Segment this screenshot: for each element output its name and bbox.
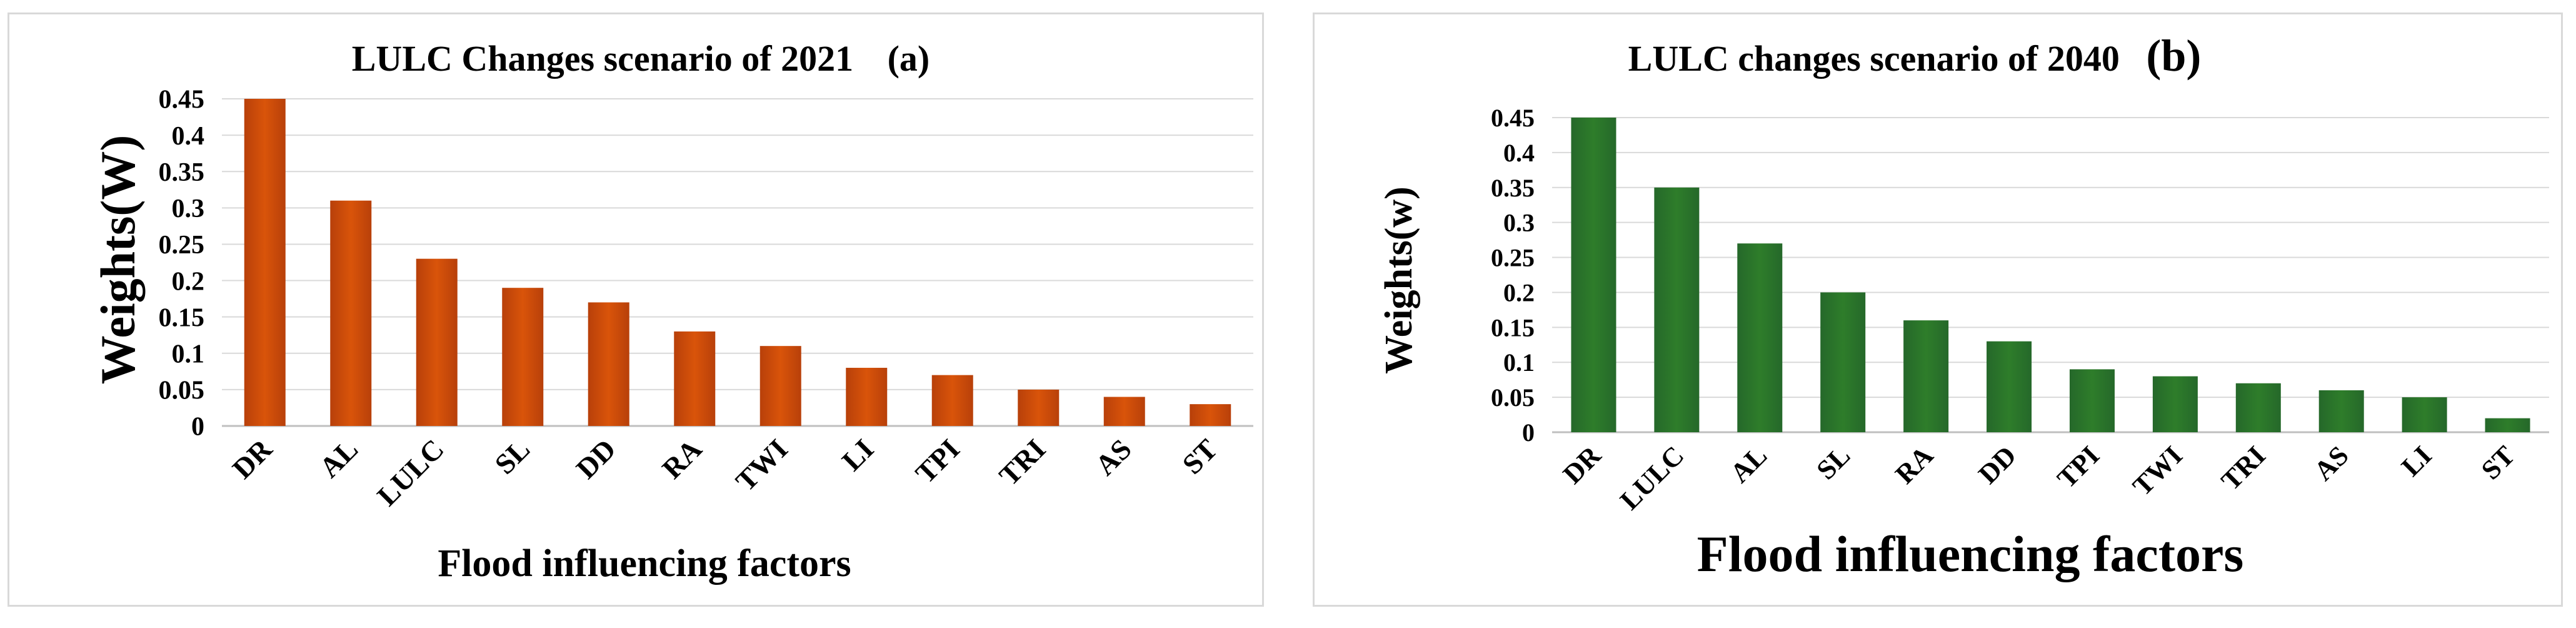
chart-a-bar-as xyxy=(1103,397,1145,426)
chart-b-x-tick-label: DR xyxy=(1557,440,1607,490)
chart-b-x-tick-label: ST xyxy=(2475,440,2521,485)
chart-a-bar-tpi xyxy=(931,375,973,426)
chart-a-y-tick-label: 0.3 xyxy=(172,195,205,223)
chart-a-ylabel: Weights(W) xyxy=(91,135,145,385)
chart-a-x-tick-label: ST xyxy=(1176,433,1223,480)
chart-panel-a: LULC Changes scenario of 2021 (a) Weight… xyxy=(8,13,1264,607)
chart-b-bar-st xyxy=(2485,418,2530,432)
chart-b-bar-al xyxy=(1737,243,1783,432)
chart-b-bar-dd xyxy=(1987,341,2032,432)
chart-a-title: LULC Changes scenario of 2021 xyxy=(352,38,853,79)
chart-b-svg: LULC changes scenario of 2040 (b) Weight… xyxy=(1378,31,2549,582)
chart-b-bar-as xyxy=(2318,390,2364,432)
chart-b-bar-li xyxy=(2402,397,2447,432)
chart-a-bar-dr xyxy=(244,99,286,426)
chart-a-x-tick-label: RA xyxy=(656,433,708,485)
chart-a-bar-ra xyxy=(674,331,716,426)
chart-a-x-tick-label: LI xyxy=(836,433,880,477)
chart-b-x-tick-label: LULC xyxy=(1614,440,1690,515)
chart-a-svg: LULC Changes scenario of 2021 (a) Weight… xyxy=(91,38,1253,585)
chart-b-bar-twi xyxy=(2152,376,2198,432)
svg-text:LULC changes scenario of 2040: LULC changes scenario of 2040 (b) xyxy=(1628,31,2202,81)
chart-a-y-tick-label: 0 xyxy=(191,413,204,442)
chart-a-y-tick-label: 0.1 xyxy=(172,340,205,368)
chart-a-x-tick-label: DR xyxy=(226,432,279,485)
chart-b-title: LULC changes scenario of 2040 xyxy=(1628,38,2120,79)
chart-b-y-tick-label: 0.1 xyxy=(1503,348,1535,377)
chart-a-bar-tri xyxy=(1018,389,1060,426)
chart-a-bar-twi xyxy=(759,346,801,426)
chart-a-y-tick-label: 0.25 xyxy=(159,231,205,260)
chart-b-x-tick-label: TPI xyxy=(2052,440,2106,494)
chart-b-x-tick-label: TRI xyxy=(2215,440,2272,496)
chart-b-y-tick-label: 0.15 xyxy=(1491,313,1535,342)
chart-b-x-tick-label: AL xyxy=(1724,440,1773,489)
chart-b-bar-lulc xyxy=(1654,187,1700,432)
chart-b-x-tick-label: TWI xyxy=(2127,440,2188,502)
chart-b-x-tick-label: AS xyxy=(2308,440,2354,486)
chart-a-bar-dd xyxy=(588,302,629,426)
chart-b-bar-dr xyxy=(1571,118,1616,432)
chart-a-panel-label: (a) xyxy=(888,38,930,79)
chart-a-y-tick-label: 0.45 xyxy=(159,86,205,114)
chart-b-y-tick-label: 0.4 xyxy=(1503,139,1535,167)
chart-b-bar-sl xyxy=(1820,292,1866,432)
chart-a-y-tick-label: 0.15 xyxy=(159,303,205,332)
chart-b-x-tick-label: RA xyxy=(1890,440,1940,490)
chart-a-y-tick-label: 0.4 xyxy=(172,122,205,151)
chart-b-x-tick-label: SL xyxy=(1811,440,1857,485)
svg-text:LULC Changes scenario of 2021: LULC Changes scenario of 2021 (a) xyxy=(352,38,930,79)
chart-a-x-tick-label: TRI xyxy=(993,433,1051,492)
chart-a-xlabel: Flood influencing factors xyxy=(438,542,851,585)
chart-b-y-tick-label: 0.2 xyxy=(1503,278,1535,306)
chart-a-y-tick-label: 0.05 xyxy=(159,377,205,405)
chart-a-bar-st xyxy=(1190,404,1231,426)
chart-b-y-tick-label: 0.05 xyxy=(1491,383,1535,412)
chart-b-y-tick-label: 0.25 xyxy=(1491,244,1535,272)
chart-b-bar-tpi xyxy=(2069,369,2115,432)
chart-a-x-tick-label: SL xyxy=(488,433,536,480)
chart-b-xlabel: Flood influencing factors xyxy=(1697,525,2244,582)
chart-b-plot: 0 0.05 0.1 0.15 0.2 0.25 0.3 0.35 0.4 0.45 DR LULC A… xyxy=(1491,104,2549,516)
chart-a-x-tick-label: AS xyxy=(1089,433,1138,482)
chart-b-bar-ra xyxy=(1903,320,1949,432)
chart-a-bar-sl xyxy=(502,288,544,426)
chart-b-bar-tri xyxy=(2235,383,2281,432)
chart-a-plot: 0 0.05 0.1 0.15 0.2 0.25 0.3 0.35 0.4 0.45 DR AL LUL… xyxy=(159,86,1253,512)
chart-a-bar-li xyxy=(846,368,888,426)
chart-b-x-tick-label: LI xyxy=(2395,440,2438,482)
chart-a-x-tick-label: LULC xyxy=(371,433,449,512)
chart-a-y-tick-label: 0.2 xyxy=(172,267,205,296)
chart-a-x-tick-label: AL xyxy=(313,433,364,484)
chart-b-y-tick-label: 0 xyxy=(1522,418,1535,447)
chart-panel-b: LULC changes scenario of 2040 (b) Weight… xyxy=(1313,13,2563,607)
chart-a-bar-lulc xyxy=(416,258,458,426)
chart-b-y-tick-label: 0.45 xyxy=(1491,104,1535,132)
chart-a-x-tick-label: DD xyxy=(570,433,622,485)
chart-b-x-tick-label: DD xyxy=(1973,440,2023,490)
chart-b-panel-label: (b) xyxy=(2146,31,2201,81)
chart-a-x-tick-label: TPI xyxy=(910,433,966,489)
chart-a-y-tick-label: 0.35 xyxy=(159,158,205,187)
chart-b-ylabel: Weights(w) xyxy=(1378,186,1420,374)
chart-a-bar-al xyxy=(330,200,372,426)
chart-b-y-tick-label: 0.35 xyxy=(1491,174,1535,202)
chart-a-x-tick-label: TWI xyxy=(729,433,794,497)
chart-b-y-tick-label: 0.3 xyxy=(1503,209,1535,237)
